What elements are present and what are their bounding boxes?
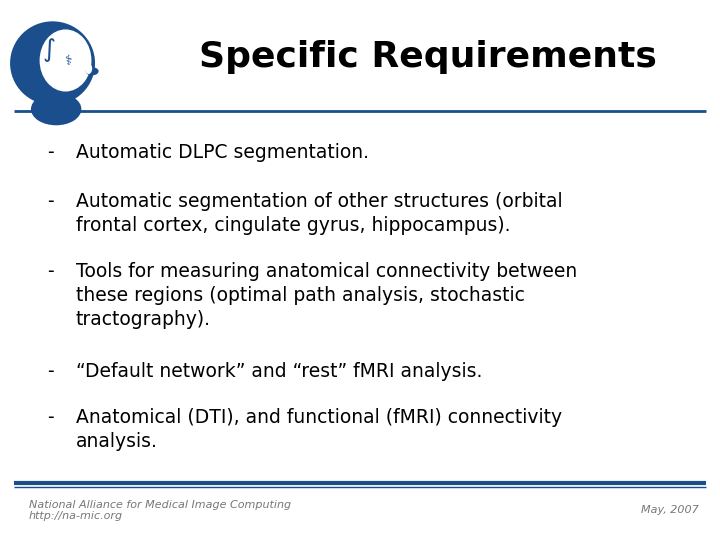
Text: ⚕: ⚕ [65,53,72,68]
Text: ∫: ∫ [42,38,55,62]
Text: -: - [47,192,54,211]
Text: “Default network” and “rest” fMRI analysis.: “Default network” and “rest” fMRI analys… [76,362,482,381]
Text: Automatic segmentation of other structures (orbital
frontal cortex, cingulate gy: Automatic segmentation of other structur… [76,192,562,235]
Text: May, 2007: May, 2007 [641,505,698,515]
Text: -: - [47,143,54,162]
Ellipse shape [31,93,81,125]
Ellipse shape [85,63,92,74]
Text: National Alliance for Medical Image Computing: National Alliance for Medical Image Comp… [29,500,291,510]
Text: Tools for measuring anatomical connectivity between
these regions (optimal path : Tools for measuring anatomical connectiv… [76,262,577,329]
Text: -: - [47,362,54,381]
Text: Automatic DLPC segmentation.: Automatic DLPC segmentation. [76,143,369,162]
Text: Anatomical (DTI), and functional (fMRI) connectivity
analysis.: Anatomical (DTI), and functional (fMRI) … [76,408,562,451]
Text: Specific Requirements: Specific Requirements [199,40,657,73]
Ellipse shape [40,29,91,91]
Ellipse shape [10,22,95,105]
Text: -: - [47,262,54,281]
Ellipse shape [86,68,99,76]
Text: http://na-mic.org: http://na-mic.org [29,511,123,521]
Text: -: - [47,408,54,427]
